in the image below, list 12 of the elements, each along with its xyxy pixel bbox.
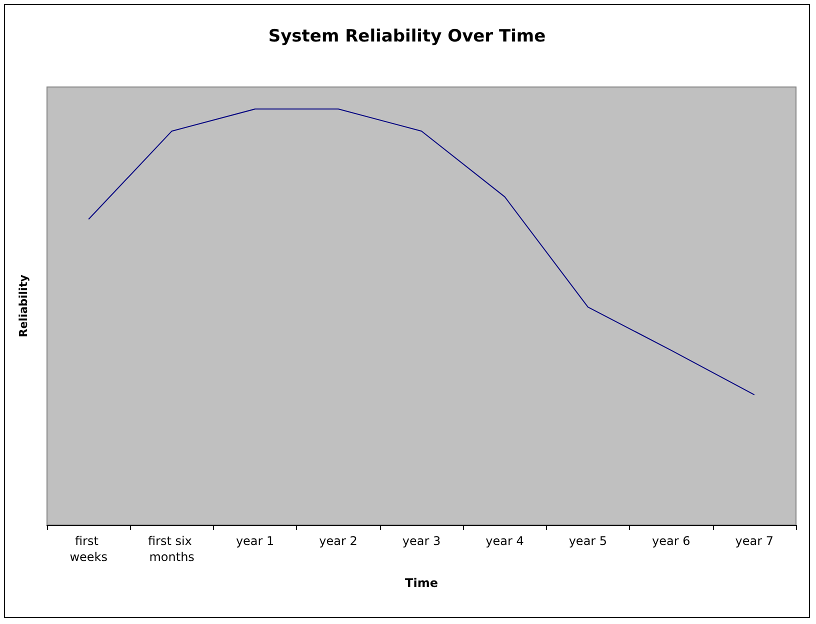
- x-tick-label: year 3: [402, 534, 441, 548]
- x-tick-label: year 1: [236, 534, 274, 548]
- x-tick-label: year 6: [652, 534, 690, 548]
- x-tick-label: first weeks: [70, 534, 108, 564]
- x-tick-label: first six months: [148, 534, 196, 564]
- x-tick-label: year 7: [735, 534, 774, 548]
- chart-title: System Reliability Over Time: [268, 26, 546, 46]
- y-axis-title: Reliability: [17, 274, 30, 338]
- x-tick-label: year 4: [486, 534, 524, 548]
- x-tick-label: year 5: [568, 534, 608, 548]
- x-tick-label: year 2: [319, 534, 358, 548]
- x-axis-title: Time: [405, 576, 438, 590]
